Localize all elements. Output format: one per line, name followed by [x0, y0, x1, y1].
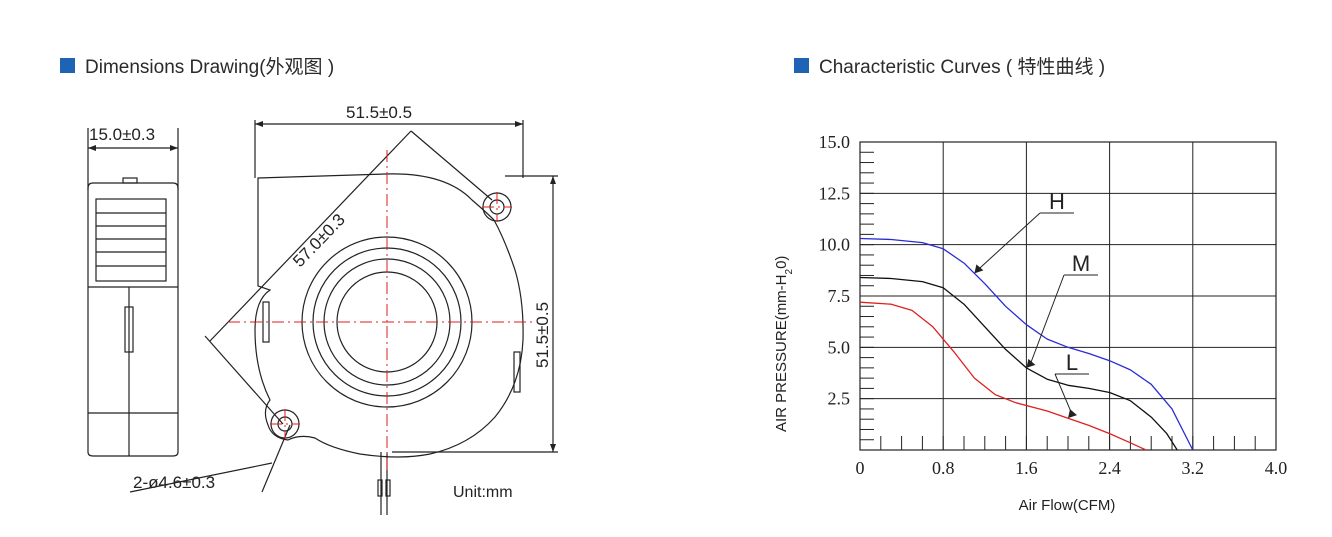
y-tick-label: 7.5 [828, 286, 851, 306]
housing-outline [254, 173, 524, 458]
x-tick-label: 3.2 [1182, 458, 1205, 478]
dim-right-height: 51.5±0.5 [533, 302, 552, 368]
dim-side-width: 15.0±0.3 [89, 125, 155, 144]
y-tick-label: 2.5 [828, 389, 851, 409]
curves-heading: Characteristic Curves ( 特性曲线 ) [794, 52, 1105, 79]
x-axis-label: Air Flow(CFM) [1019, 497, 1116, 514]
annotation-arrowhead [1026, 358, 1036, 368]
x-tick-label: 0 [856, 458, 865, 478]
annotation-label-m: M [1072, 251, 1090, 276]
side-view [87, 128, 179, 457]
dim-top-width: 51.5±0.5 [346, 103, 412, 122]
annotation-arrowhead [1068, 409, 1077, 419]
annotation-leader [1054, 373, 1073, 415]
x-tick-label: 2.4 [1098, 458, 1121, 478]
heading-square-icon [60, 58, 75, 73]
annotation-leader [978, 212, 1041, 270]
x-tick-label: 1.6 [1015, 458, 1038, 478]
dim-holes: 2-ø4.6±0.3 [133, 473, 215, 492]
heading-square-icon [794, 58, 809, 73]
annotation-label-h: H [1049, 189, 1065, 214]
annotation-leader [1029, 274, 1065, 365]
y-tick-label: 15.0 [819, 132, 851, 152]
series-line-l [859, 301, 1147, 451]
y-axis-label-sub: 2 [784, 268, 795, 274]
series-line-h [859, 237, 1194, 451]
annotation-arrowhead [974, 264, 984, 274]
annotation-label-l: L [1066, 350, 1078, 375]
curves-heading-text: Characteristic Curves ( 特性曲线 ) [819, 57, 1106, 78]
dimensions-heading-text: Dimensions Drawing(外观图 ) [85, 57, 335, 78]
series-line-m [859, 276, 1178, 451]
x-tick-label: 0.8 [932, 458, 955, 478]
y-tick-label: 12.5 [819, 183, 851, 203]
y-axis-label-prefix: AIR PRESSURE(mm-H [773, 274, 790, 432]
unit-label: Unit:mm [453, 484, 513, 501]
x-tick-label: 4.0 [1265, 458, 1288, 478]
y-tick-label: 5.0 [828, 337, 851, 357]
y-axis-label-suffix: 0) [773, 256, 790, 269]
y-axis-label: AIR PRESSURE(mm-H20) [773, 256, 795, 432]
dimensions-heading: Dimensions Drawing(外观图 ) [60, 52, 334, 79]
y-tick-label: 10.0 [819, 235, 851, 255]
